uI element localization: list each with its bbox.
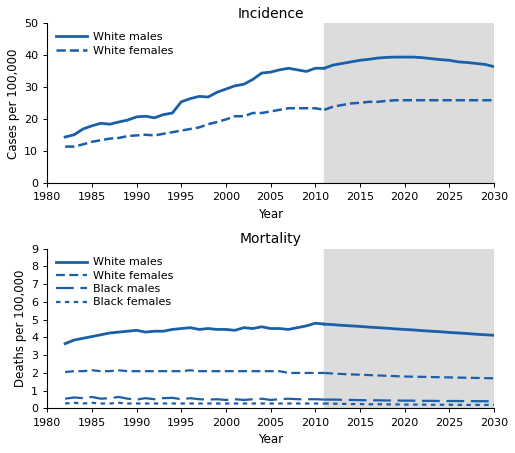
Legend: White males, White females, Black males, Black females: White males, White females, Black males,… xyxy=(53,254,177,311)
Bar xyxy=(324,24,503,183)
Title: Incidence: Incidence xyxy=(237,7,304,21)
Legend: White males, White females: White males, White females xyxy=(53,29,177,59)
Y-axis label: Deaths per 100,000: Deaths per 100,000 xyxy=(14,270,27,387)
X-axis label: Year: Year xyxy=(258,433,283,446)
Title: Mortality: Mortality xyxy=(239,232,302,246)
X-axis label: Year: Year xyxy=(258,208,283,221)
Y-axis label: Cases per 100,000: Cases per 100,000 xyxy=(7,48,20,159)
Bar xyxy=(324,249,503,409)
